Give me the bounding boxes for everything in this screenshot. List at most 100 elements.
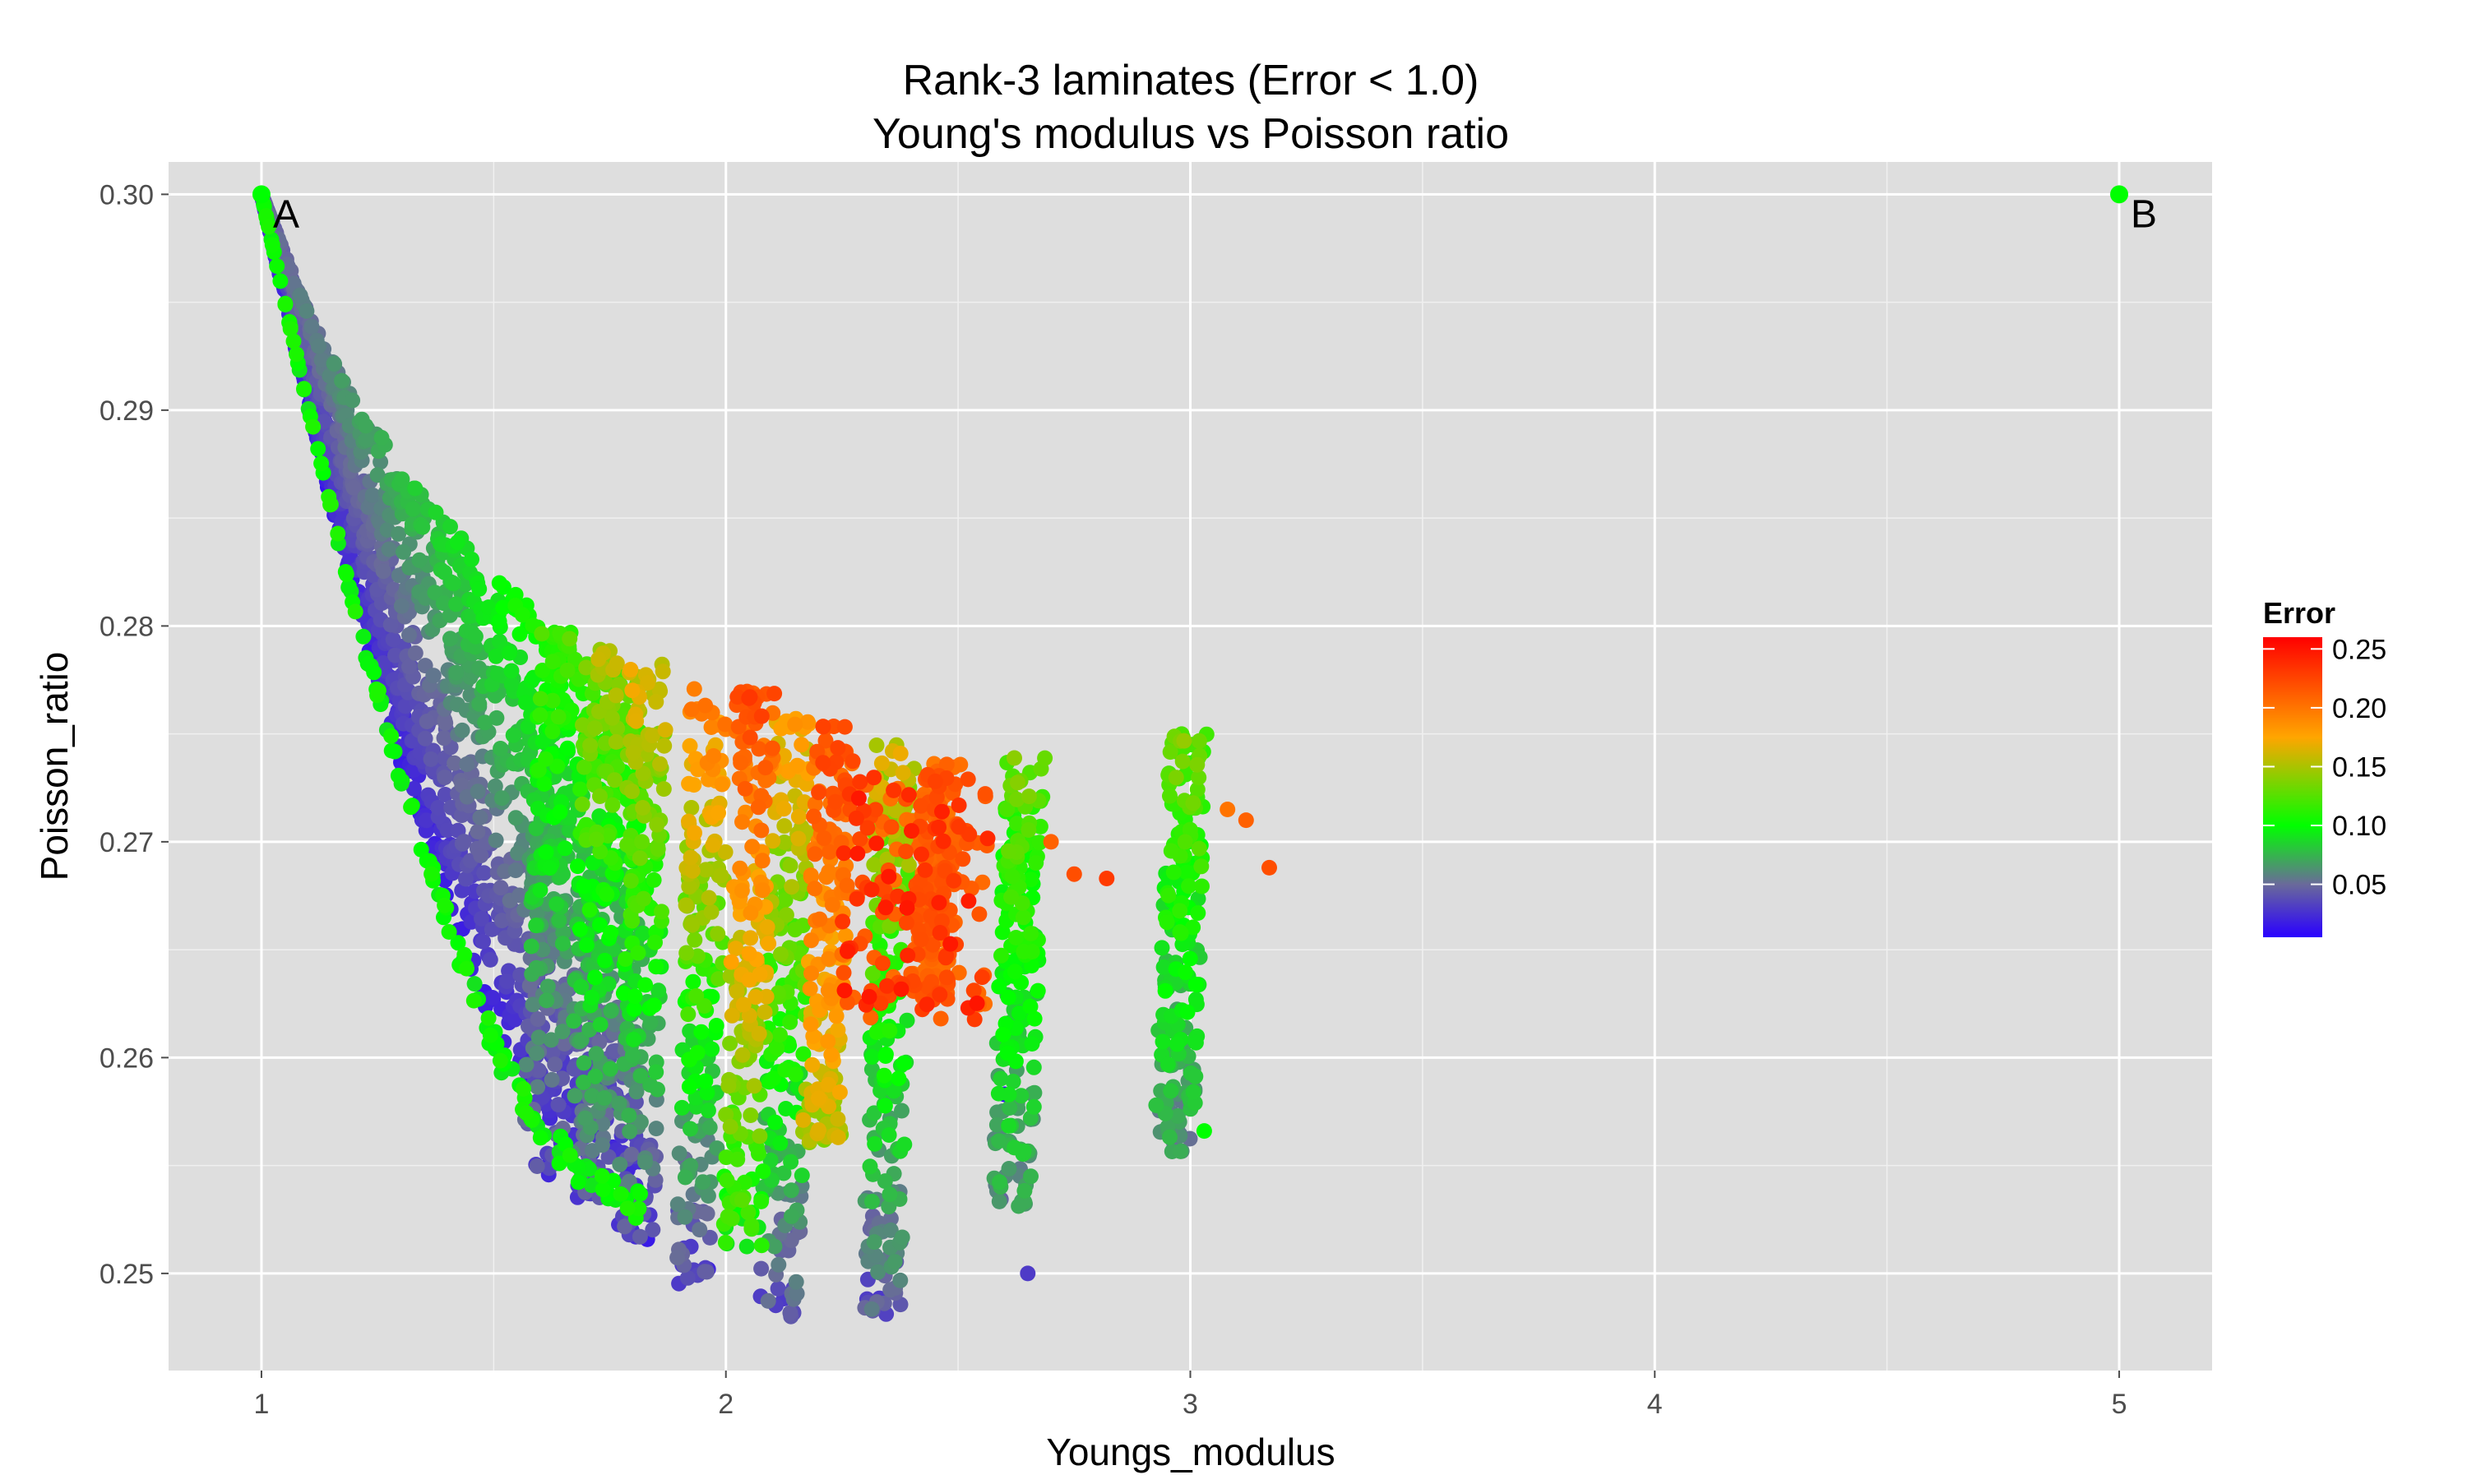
data-point [783, 1232, 799, 1249]
data-point [734, 814, 750, 830]
chart-title: Rank-3 laminates (Error < 1.0) [903, 57, 1479, 104]
data-point [729, 983, 745, 1000]
data-point [896, 1136, 913, 1153]
data-point [503, 676, 520, 692]
data-point [874, 955, 891, 972]
data-point [1185, 919, 1201, 936]
data-point [585, 855, 601, 871]
data-point [423, 751, 439, 767]
chart-subtitle: Young's modulus vs Poisson ratio [872, 110, 1509, 158]
data-point [632, 1114, 649, 1130]
data-point [892, 746, 909, 761]
data-point [795, 1046, 812, 1062]
data-point [807, 846, 823, 862]
data-point [753, 1237, 770, 1254]
data-point [799, 714, 816, 730]
data-point [387, 647, 403, 663]
data-point [751, 1025, 767, 1042]
data-point [868, 1024, 885, 1041]
data-point [604, 710, 620, 726]
data-point [261, 219, 277, 235]
data-point [699, 1205, 715, 1222]
data-point [824, 897, 840, 913]
data-point [597, 952, 613, 969]
data-point [650, 841, 666, 858]
data-point [358, 418, 374, 434]
data-point [1007, 1140, 1023, 1156]
data-point [951, 797, 967, 813]
data-point [1001, 1161, 1017, 1177]
data-point [887, 802, 904, 819]
data-point [979, 830, 996, 847]
data-point [999, 1045, 1016, 1061]
data-point [437, 897, 453, 913]
data-point [867, 1135, 883, 1152]
data-point [1179, 1004, 1196, 1020]
data-point [627, 988, 643, 1005]
data-point [289, 346, 304, 363]
data-point [751, 741, 767, 757]
data-point [776, 818, 793, 834]
data-point [951, 964, 967, 981]
data-point [436, 730, 452, 747]
data-point [428, 504, 444, 520]
data-point [783, 1182, 799, 1199]
data-point [492, 1052, 508, 1069]
data-point [595, 1181, 611, 1198]
y-tick-label: 0.29 [100, 395, 154, 427]
data-point [789, 1285, 805, 1301]
data-point [753, 822, 770, 839]
data-point [538, 844, 554, 860]
data-point [334, 372, 350, 389]
data-point [1165, 864, 1182, 881]
data-point [623, 662, 639, 677]
data-point [528, 959, 544, 976]
legend-colorbar [2263, 637, 2322, 937]
data-point [845, 753, 861, 770]
data-point [1172, 903, 1188, 919]
data-point [437, 714, 454, 731]
data-point [775, 1165, 792, 1181]
data-point [899, 1012, 915, 1029]
data-point [554, 1024, 571, 1040]
data-point [1220, 802, 1236, 817]
data-point [471, 580, 488, 597]
data-point [282, 321, 299, 337]
data-point [701, 890, 717, 906]
data-point [830, 1022, 846, 1038]
data-point [269, 258, 285, 275]
data-point [604, 797, 621, 813]
data-point [586, 720, 603, 737]
data-point [848, 810, 864, 826]
y-tick-label: 0.26 [100, 1042, 154, 1074]
data-point [652, 756, 668, 772]
data-point [1023, 871, 1039, 888]
data-point [760, 1292, 776, 1309]
data-point [877, 1173, 893, 1190]
data-point [900, 947, 916, 964]
data-point [807, 881, 823, 897]
data-point [729, 1151, 746, 1167]
data-point [488, 648, 504, 664]
data-point [722, 1035, 738, 1052]
data-point [1010, 774, 1025, 791]
data-point [830, 1111, 846, 1127]
data-point [823, 1047, 840, 1063]
data-point [772, 1135, 789, 1151]
data-point [835, 913, 851, 930]
data-point [741, 690, 757, 706]
data-point [411, 552, 428, 568]
data-point [493, 790, 510, 807]
data-point [882, 1186, 898, 1203]
data-point [581, 902, 598, 918]
data-point [649, 816, 665, 833]
data-point [576, 759, 592, 775]
x-tick-label: 1 [253, 1389, 269, 1420]
data-point [706, 748, 722, 764]
data-point [683, 1158, 699, 1174]
data-point [683, 849, 699, 866]
legend-tick-label: 0.05 [2332, 870, 2386, 901]
data-point [783, 1153, 799, 1170]
data-point [338, 566, 354, 582]
